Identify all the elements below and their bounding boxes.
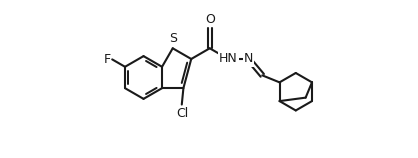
Text: F: F [103,53,111,66]
Text: S: S [169,32,177,45]
Text: O: O [205,13,215,26]
Text: HN: HN [219,52,237,65]
Text: N: N [244,52,253,65]
Text: Cl: Cl [176,107,189,120]
